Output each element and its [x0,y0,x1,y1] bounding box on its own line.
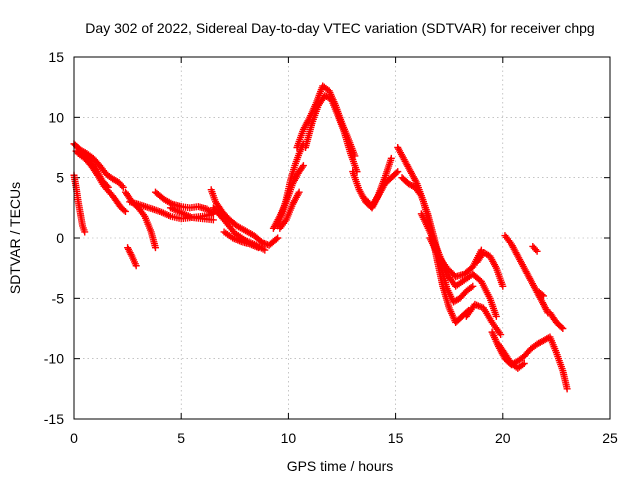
data-point [467,283,475,291]
series-track-x [473,248,507,290]
data-point [120,206,128,214]
series-track-h [151,188,217,218]
series-track-o [276,188,303,232]
x-tick-label: 15 [388,430,404,446]
y-tick-label: 10 [48,109,64,125]
x-axis-label: GPS time / hours [287,458,394,474]
data-point [295,188,303,196]
data-point [538,291,546,299]
x-tick-label: 25 [602,430,618,446]
y-tick-label: 0 [56,230,64,246]
data-point [497,331,505,339]
data-point [559,325,567,332]
data-point [387,154,395,162]
data-point [492,312,500,320]
series-track-f [121,188,159,252]
data-point [132,262,140,270]
data-point [209,216,217,224]
data-point [469,282,477,290]
y-axis-label: SDTVAR / TECUs [7,182,23,294]
data-marks [70,82,571,393]
data-point [533,247,541,255]
series-track-j [207,186,282,249]
series-track-y [462,300,505,339]
data-point [254,244,262,252]
data-point [261,246,269,254]
chart-title: Day 302 of 2022, Sidereal Day-to-day VTE… [85,20,594,36]
series-track-ad [529,242,541,255]
series-track-z [488,328,571,393]
series-track-q [302,92,361,176]
series-track-v [417,210,500,320]
data-point [103,182,111,190]
series-track-ab [501,232,552,317]
series-track-n [269,162,307,232]
data-point [151,244,159,252]
data-point [520,359,528,367]
data-point [81,228,89,236]
series-track-l [220,228,262,252]
data-point [118,182,126,190]
series-track-b [70,140,127,191]
x-tick-label: 10 [281,430,297,446]
y-tick-label: 5 [56,170,64,186]
x-tick-label: 0 [70,430,78,446]
x-tick-label: 5 [177,430,185,446]
data-point [519,361,527,369]
data-point [394,168,402,176]
series-track-ae [535,288,548,300]
data-point [274,234,282,242]
data-point [119,183,127,191]
data-point [392,169,400,177]
series-track-ac [546,309,567,332]
y-tick-label: 15 [48,49,64,65]
series-track-e [124,244,140,270]
series-track-a [70,171,89,236]
data-point [104,183,112,191]
y-tick-label: -15 [44,411,64,427]
data-point [121,207,129,215]
data-point [298,163,306,171]
series-track-s [362,154,395,211]
data-point [563,385,571,393]
y-tick-label: -5 [52,290,65,306]
series-track-u [398,174,477,306]
series-track-aa [495,340,528,372]
data-point [299,162,307,170]
x-tick-label: 20 [495,430,511,446]
y-tick-label: -10 [44,351,64,367]
data-point [272,235,280,243]
series-track-i [166,204,217,224]
data-point [532,246,540,254]
data-point [499,282,507,290]
y-tick-labels: -15 -10 -5 0 5 10 15 [44,49,64,427]
data-point [558,323,566,331]
data-point [540,292,548,300]
series-track-d [72,147,112,191]
x-tick-labels: 0 5 10 15 20 25 [70,430,618,446]
plot-frame [73,56,611,420]
